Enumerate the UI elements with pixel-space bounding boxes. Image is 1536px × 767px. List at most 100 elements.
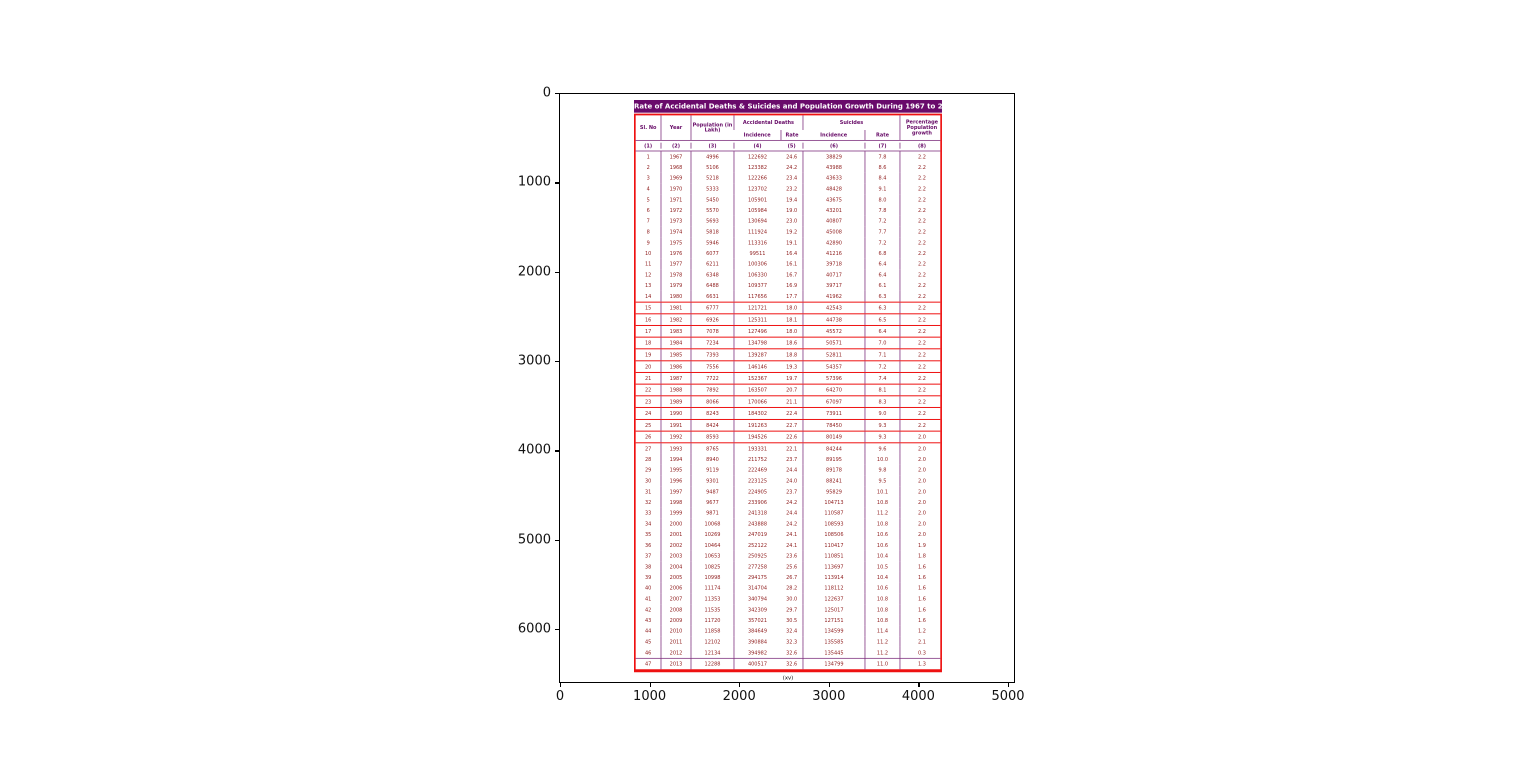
- cell: 1.2: [899, 625, 944, 637]
- table-row: 19 1985 7393 139287 18.8 52811 7.1 2.2: [635, 348, 944, 361]
- header-accidental-deaths: Accidental Deaths: [733, 115, 803, 130]
- header-sui-incidence: Incidence: [820, 131, 848, 138]
- cell: 10.8: [864, 518, 900, 530]
- cell: 9.6: [864, 443, 900, 454]
- cell: 1992: [660, 431, 691, 443]
- cell: 40: [644, 585, 652, 592]
- cell: 2010: [660, 625, 691, 637]
- cell: 134798: [733, 337, 781, 349]
- x-tick-mark: [649, 683, 651, 687]
- cell: 38829: [802, 151, 865, 163]
- y-tick-label: 6000: [517, 621, 551, 637]
- cell: 194526: [733, 431, 781, 443]
- cell: 35: [644, 531, 652, 538]
- x-tick-mark: [1008, 683, 1010, 687]
- cell: 31: [644, 488, 652, 495]
- cell: 40807: [802, 215, 865, 227]
- cell: 11.2: [864, 647, 900, 658]
- cell: 2013: [660, 658, 691, 670]
- cell: 10.6: [864, 539, 900, 551]
- cell: 152367: [733, 372, 781, 384]
- cell: 5693: [690, 215, 734, 227]
- cell: 8243: [690, 408, 734, 419]
- cell: 2.2: [899, 349, 944, 361]
- plot-area: Rate of Accidental Deaths & Suicides and…: [559, 93, 1015, 683]
- cell: 10.8: [864, 496, 900, 508]
- cell: 106330: [733, 269, 781, 281]
- cell: 6488: [690, 280, 734, 291]
- cell: 223125: [733, 475, 781, 487]
- cell: 24.6: [786, 153, 798, 160]
- cell: 123382: [733, 162, 781, 173]
- cell: 9.3: [864, 431, 900, 443]
- scanned-table-page: Rate of Accidental Deaths & Suicides and…: [634, 100, 944, 681]
- x-tick-mark: [739, 683, 741, 687]
- cell: 8.4: [864, 172, 900, 184]
- cell: 10068: [690, 518, 734, 530]
- cell: 1973: [660, 215, 691, 227]
- cell: 243888: [733, 518, 781, 530]
- cell: 4996: [690, 151, 734, 163]
- cell: 10.8: [864, 593, 900, 605]
- cell: 20.7: [786, 386, 798, 393]
- cell: 1967: [660, 151, 691, 163]
- cell: 6.5: [864, 314, 900, 325]
- cell: 80149: [802, 431, 865, 443]
- cell: 2.2: [899, 172, 944, 184]
- cell: 16.1: [786, 260, 798, 267]
- cell: 1984: [660, 337, 691, 349]
- column-number: (6): [802, 142, 865, 149]
- cell: 111924: [733, 226, 781, 238]
- cell: 12: [644, 271, 652, 278]
- table-row: 14 1980 6631 117656 17.7 41962 6.3 2.2: [636, 290, 941, 302]
- cell: 2001: [660, 529, 691, 540]
- column-number: (2): [660, 142, 691, 149]
- cell: 7.2: [864, 237, 900, 248]
- cell: 241318: [733, 507, 781, 519]
- cell: 2.2: [899, 372, 944, 384]
- cell: 118112: [802, 582, 865, 594]
- table-row: 39 2005 10998 294175 26.7 113914 10.4 1.6: [636, 571, 941, 583]
- cell: 5818: [690, 226, 734, 238]
- cell: 7.1: [864, 349, 900, 361]
- y-tick-mark: [555, 271, 559, 273]
- cell: 1983: [660, 325, 691, 337]
- cell: 122266: [733, 172, 781, 184]
- table-column-numbers: (1) (2) (3) (4) (5) (6) (7) (8): [635, 141, 941, 152]
- cell: 22.6: [786, 433, 798, 440]
- cell: 25: [644, 422, 652, 429]
- cell: 1972: [660, 204, 691, 216]
- table-row: 23 1989 8066 170066 21.1 67097 8.3 2.2: [635, 395, 941, 408]
- cell: 24.2: [786, 164, 798, 171]
- cell: 2.2: [899, 247, 944, 259]
- cell: 44738: [802, 314, 865, 325]
- cell: 2012: [660, 647, 691, 658]
- cell: 108506: [802, 529, 865, 540]
- cell: 8593: [690, 431, 734, 443]
- cell: 24.4: [786, 509, 798, 516]
- table-row: 4 1970 5333 123702 23.2 48428 9.1 2.2: [636, 183, 944, 195]
- x-tick-label: 5000: [991, 689, 1025, 704]
- cell: 233906: [733, 496, 781, 508]
- cell: 108593: [802, 518, 865, 530]
- cell: 1978: [660, 269, 691, 281]
- cell: 193331: [733, 443, 781, 454]
- cell: 39718: [802, 258, 865, 270]
- cell: 10.0: [864, 453, 900, 465]
- cell: 41216: [802, 247, 865, 259]
- cell: 113697: [802, 561, 865, 572]
- cell: 125017: [802, 604, 865, 615]
- cell: 211752: [733, 453, 781, 465]
- table-row: 26 1992 8593 194526 22.6 80149 9.3 2.0: [635, 430, 944, 444]
- cell: 357021: [733, 614, 781, 626]
- cell: 110851: [802, 550, 865, 562]
- cell: 2.2: [899, 183, 944, 195]
- cell: 11535: [690, 604, 734, 615]
- header-acc-incidence: Incidence: [743, 131, 771, 138]
- table-row: 7 1973 5693 130694 23.0 40807 7.2 2.2: [636, 215, 941, 227]
- cell: 294175: [733, 571, 781, 583]
- cell: 2.0: [899, 431, 944, 443]
- header-sl-no: Sl. No: [639, 124, 657, 131]
- cell: 18.6: [786, 340, 798, 347]
- cell: 8940: [690, 453, 734, 465]
